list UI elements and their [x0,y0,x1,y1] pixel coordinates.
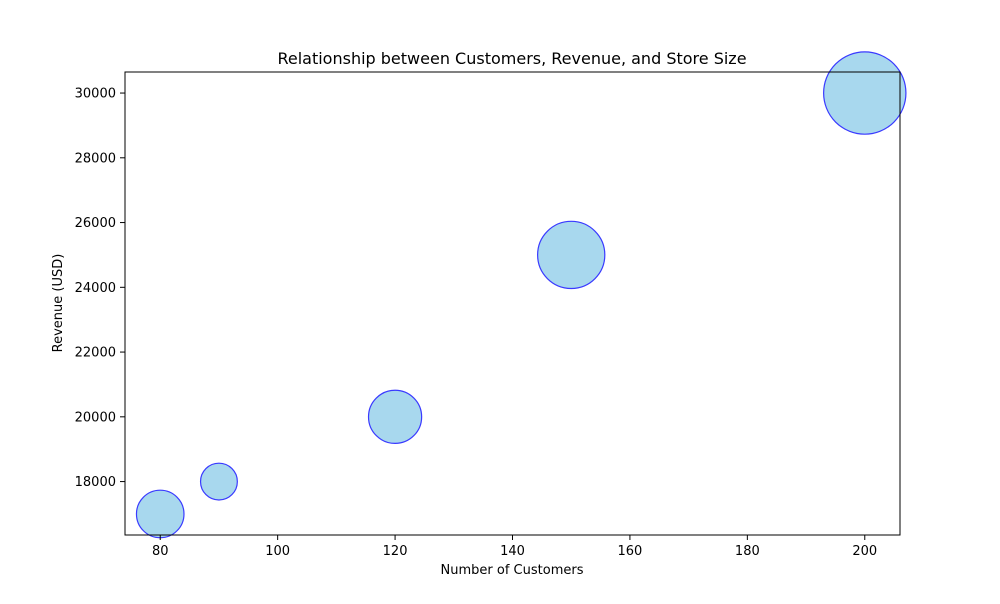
y-tick-label: 22000 [75,346,116,361]
x-tick-label: 160 [618,544,643,559]
chart-title: Relationship between Customers, Revenue,… [277,49,746,68]
bubble-point-3 [367,389,423,444]
bubble-point-1 [135,489,185,539]
y-axis-ticks: 18000 20000 22000 24000 26000 28000 30000 [75,87,125,490]
y-tick-label: 30000 [75,87,116,102]
y-tick-label: 26000 [75,216,116,231]
bubble-point-2 [199,462,238,501]
x-tick-label: 140 [500,544,525,559]
x-axis-ticks: 80 100 120 140 160 180 200 [152,535,877,559]
points-layer [135,51,907,539]
x-tick-label: 120 [383,544,408,559]
x-tick-label: 200 [852,544,877,559]
y-axis-label: Revenue (USD) [51,254,66,353]
x-axis-label: Number of Customers [441,563,584,578]
y-tick-label: 28000 [75,151,116,166]
y-tick-label: 18000 [75,475,116,490]
bubble-point-5 [823,51,907,135]
y-tick-label: 24000 [75,281,116,296]
x-tick-label: 100 [265,544,290,559]
x-tick-label: 180 [735,544,760,559]
y-tick-label: 20000 [75,410,116,425]
x-tick-label: 80 [152,544,169,559]
bubble-point-4 [537,220,606,290]
plot-frame [124,71,901,536]
